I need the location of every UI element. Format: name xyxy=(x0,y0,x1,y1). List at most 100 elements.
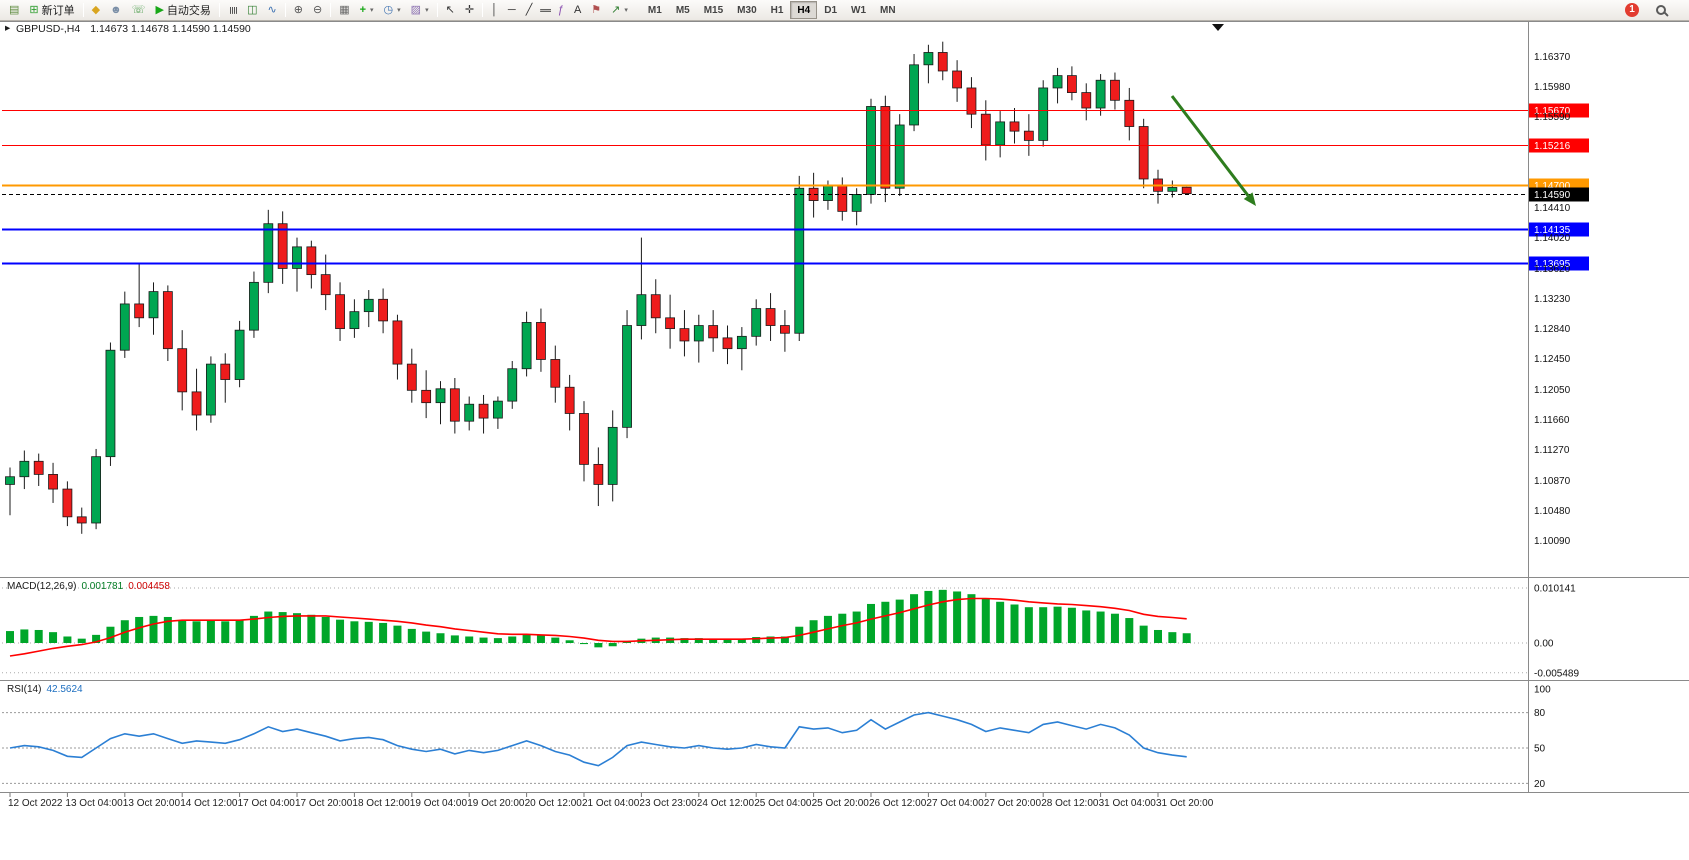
trend-arrow-annotation[interactable] xyxy=(1170,95,1256,206)
vertical-line-button[interactable]: │ xyxy=(486,1,503,19)
bar-chart-button[interactable]: ≣ xyxy=(223,1,242,19)
svg-text:1.13230: 1.13230 xyxy=(1534,294,1571,305)
new-order-button[interactable]: ⊞ 新订单 xyxy=(24,1,79,19)
macd-histogram xyxy=(6,589,1191,648)
svg-text:12 Oct 2022: 12 Oct 2022 xyxy=(8,798,63,809)
chart-window-icon: ▤ xyxy=(9,3,20,16)
new-order-button-label: 新订单 xyxy=(41,5,75,17)
svg-text:21 Oct 04:00: 21 Oct 04:00 xyxy=(582,798,640,809)
svg-text:1.15670: 1.15670 xyxy=(1534,106,1571,117)
svg-text:1.10090: 1.10090 xyxy=(1534,536,1571,547)
timeframe-h1-button[interactable]: H1 xyxy=(764,1,791,19)
contacts-button[interactable]: ☻ xyxy=(105,1,127,19)
price-axis[interactable]: 1.16370 1.15980 1.15590 1.14410 1.14020 1.136… xyxy=(1534,52,1571,547)
svg-text:31 Oct 20:00: 31 Oct 20:00 xyxy=(1156,798,1214,809)
crosshair-button[interactable]: ✛ xyxy=(460,1,479,19)
svg-text:0.00: 0.00 xyxy=(1534,639,1554,650)
arrows-button[interactable]: ↗ ▾ xyxy=(606,1,633,19)
svg-text:1.14590: 1.14590 xyxy=(1534,190,1571,201)
new-chart-button[interactable]: ▤ xyxy=(4,1,24,19)
horizontal-line-button[interactable]: ─ xyxy=(503,1,521,19)
timeframe-mn-button[interactable]: MN xyxy=(873,1,903,19)
notification-badge[interactable]: 1 xyxy=(1625,3,1639,17)
support-button[interactable]: ☏ xyxy=(127,1,151,19)
time-axis[interactable]: 12 Oct 2022 13 Oct 04:00 13 Oct 20:00 14 Oc… xyxy=(8,793,1214,809)
price-tag-1.15216 xyxy=(1529,138,1589,153)
toolbar-separator xyxy=(284,3,286,17)
svg-text:1.13695: 1.13695 xyxy=(1534,259,1571,270)
text-button[interactable]: A xyxy=(569,1,586,19)
line-chart-icon: ∿ xyxy=(267,3,277,16)
timeframe-m30-button[interactable]: M30 xyxy=(730,1,763,19)
bar-chart-icon: ≣ xyxy=(227,5,240,15)
text-icon: A xyxy=(573,3,582,16)
horizontal-line-icon: ─ xyxy=(507,3,516,16)
timeframe-w1-button[interactable]: W1 xyxy=(844,1,873,19)
tile-windows-icon: ▦ xyxy=(339,3,350,16)
scroll-shift-marker-icon xyxy=(1212,24,1224,31)
candlestick-icon: ◫ xyxy=(247,3,258,16)
channel-button[interactable]: ∥ xyxy=(537,1,553,19)
svg-text:1.14020: 1.14020 xyxy=(1534,233,1571,244)
flag-icon: ⚑ xyxy=(591,3,602,16)
timeframe-d1-button[interactable]: D1 xyxy=(817,1,844,19)
chevron-down-icon: ▾ xyxy=(397,7,401,14)
mql5-community-button[interactable]: ◆ xyxy=(87,1,105,19)
rsi-line xyxy=(9,711,1187,767)
candlestick-chart-button[interactable]: ◫ xyxy=(242,1,262,19)
toolbar-separator xyxy=(482,3,484,17)
price-tag-1.14135 xyxy=(1529,222,1589,237)
svg-text:27 Oct 04:00: 27 Oct 04:00 xyxy=(926,798,984,809)
templates-button[interactable]: ▨ ▾ xyxy=(406,1,434,19)
svg-text:-0.005489: -0.005489 xyxy=(1534,668,1579,679)
fibonacci-button[interactable]: ƒ xyxy=(553,1,569,19)
toolbar-separator xyxy=(436,3,438,17)
svg-text:1.14135: 1.14135 xyxy=(1534,225,1571,236)
svg-text:1.11660: 1.11660 xyxy=(1534,415,1570,426)
trendline-button[interactable]: ╱ xyxy=(521,1,538,19)
zoom-out-button[interactable]: ⊖ xyxy=(308,1,327,19)
one-click-trading-toggle[interactable]: ▸ xyxy=(5,22,11,34)
svg-text:1.14410: 1.14410 xyxy=(1534,203,1571,214)
svg-text:27 Oct 20:00: 27 Oct 20:00 xyxy=(984,798,1042,809)
crosshair-icon: ✛ xyxy=(464,3,475,16)
svg-text:25 Oct 04:00: 25 Oct 04:00 xyxy=(754,798,812,809)
svg-text:13 Oct 04:00: 13 Oct 04:00 xyxy=(65,798,123,809)
indicators-button[interactable]: + ▾ xyxy=(355,1,379,19)
svg-text:1.16370: 1.16370 xyxy=(1534,52,1571,63)
arrow-objects-icon: ↗ xyxy=(611,3,621,16)
timeframe-m5-button[interactable]: M5 xyxy=(669,1,697,19)
chevron-down-icon: ▾ xyxy=(370,7,374,14)
period-button[interactable]: ◷ ▾ xyxy=(379,1,406,19)
toolbar-separator xyxy=(82,3,84,17)
cursor-button[interactable]: ↖ xyxy=(441,1,460,19)
timeframe-h4-button[interactable]: H4 xyxy=(790,1,818,19)
auto-trading-button[interactable]: ▶ 自动交易 xyxy=(150,1,215,19)
candlestick-series xyxy=(5,41,1192,534)
macd-label: MACD(12,26,9) 0.001781 0.004458 xyxy=(7,581,170,592)
toolbar: ▤ ⊞ 新订单 ◆ ☻ ☏ ▶ 自动交易 ≣ ◫ ∿ ⊕ ⊖ ▦ + ▾ ◷ ▾ ▨ ▾ ↖ ✛ │ ─ ╱ ∥ ƒ A ⚑ ↗ ▾ M1 M… xyxy=(0,0,1689,21)
svg-text:13 Oct 20:00: 13 Oct 20:00 xyxy=(123,798,181,809)
timeframe-m1-button[interactable]: M1 xyxy=(641,1,669,19)
svg-text:1.11270: 1.11270 xyxy=(1534,445,1570,456)
svg-text:1.15216: 1.15216 xyxy=(1534,141,1571,152)
tile-windows-button[interactable]: ▦ xyxy=(334,1,354,19)
svg-text:18 Oct 12:00: 18 Oct 12:00 xyxy=(352,798,410,809)
line-chart-button[interactable]: ∿ xyxy=(263,1,282,19)
svg-text:1.15590: 1.15590 xyxy=(1534,112,1571,123)
toolbar-separator xyxy=(218,3,220,17)
search-button[interactable] xyxy=(1651,1,1671,19)
symbol-label: GBPUSD-,H4 1.14673 1.14678 1.14590 1.1459… xyxy=(16,23,251,35)
svg-text:28 Oct 12:00: 28 Oct 12:00 xyxy=(1041,798,1099,809)
svg-text:1.10480: 1.10480 xyxy=(1534,506,1571,517)
label-button[interactable]: ⚑ xyxy=(586,1,606,19)
price-tag-1.14590 xyxy=(1529,187,1589,202)
zoom-in-button[interactable]: ⊕ xyxy=(289,1,308,19)
trendline-icon: ╱ xyxy=(525,3,533,16)
fibonacci-icon: ƒ xyxy=(557,3,564,16)
svg-text:25 Oct 20:00: 25 Oct 20:00 xyxy=(812,798,870,809)
timeframe-m15-button[interactable]: M15 xyxy=(697,1,730,19)
contacts-icon: ☻ xyxy=(110,3,122,16)
